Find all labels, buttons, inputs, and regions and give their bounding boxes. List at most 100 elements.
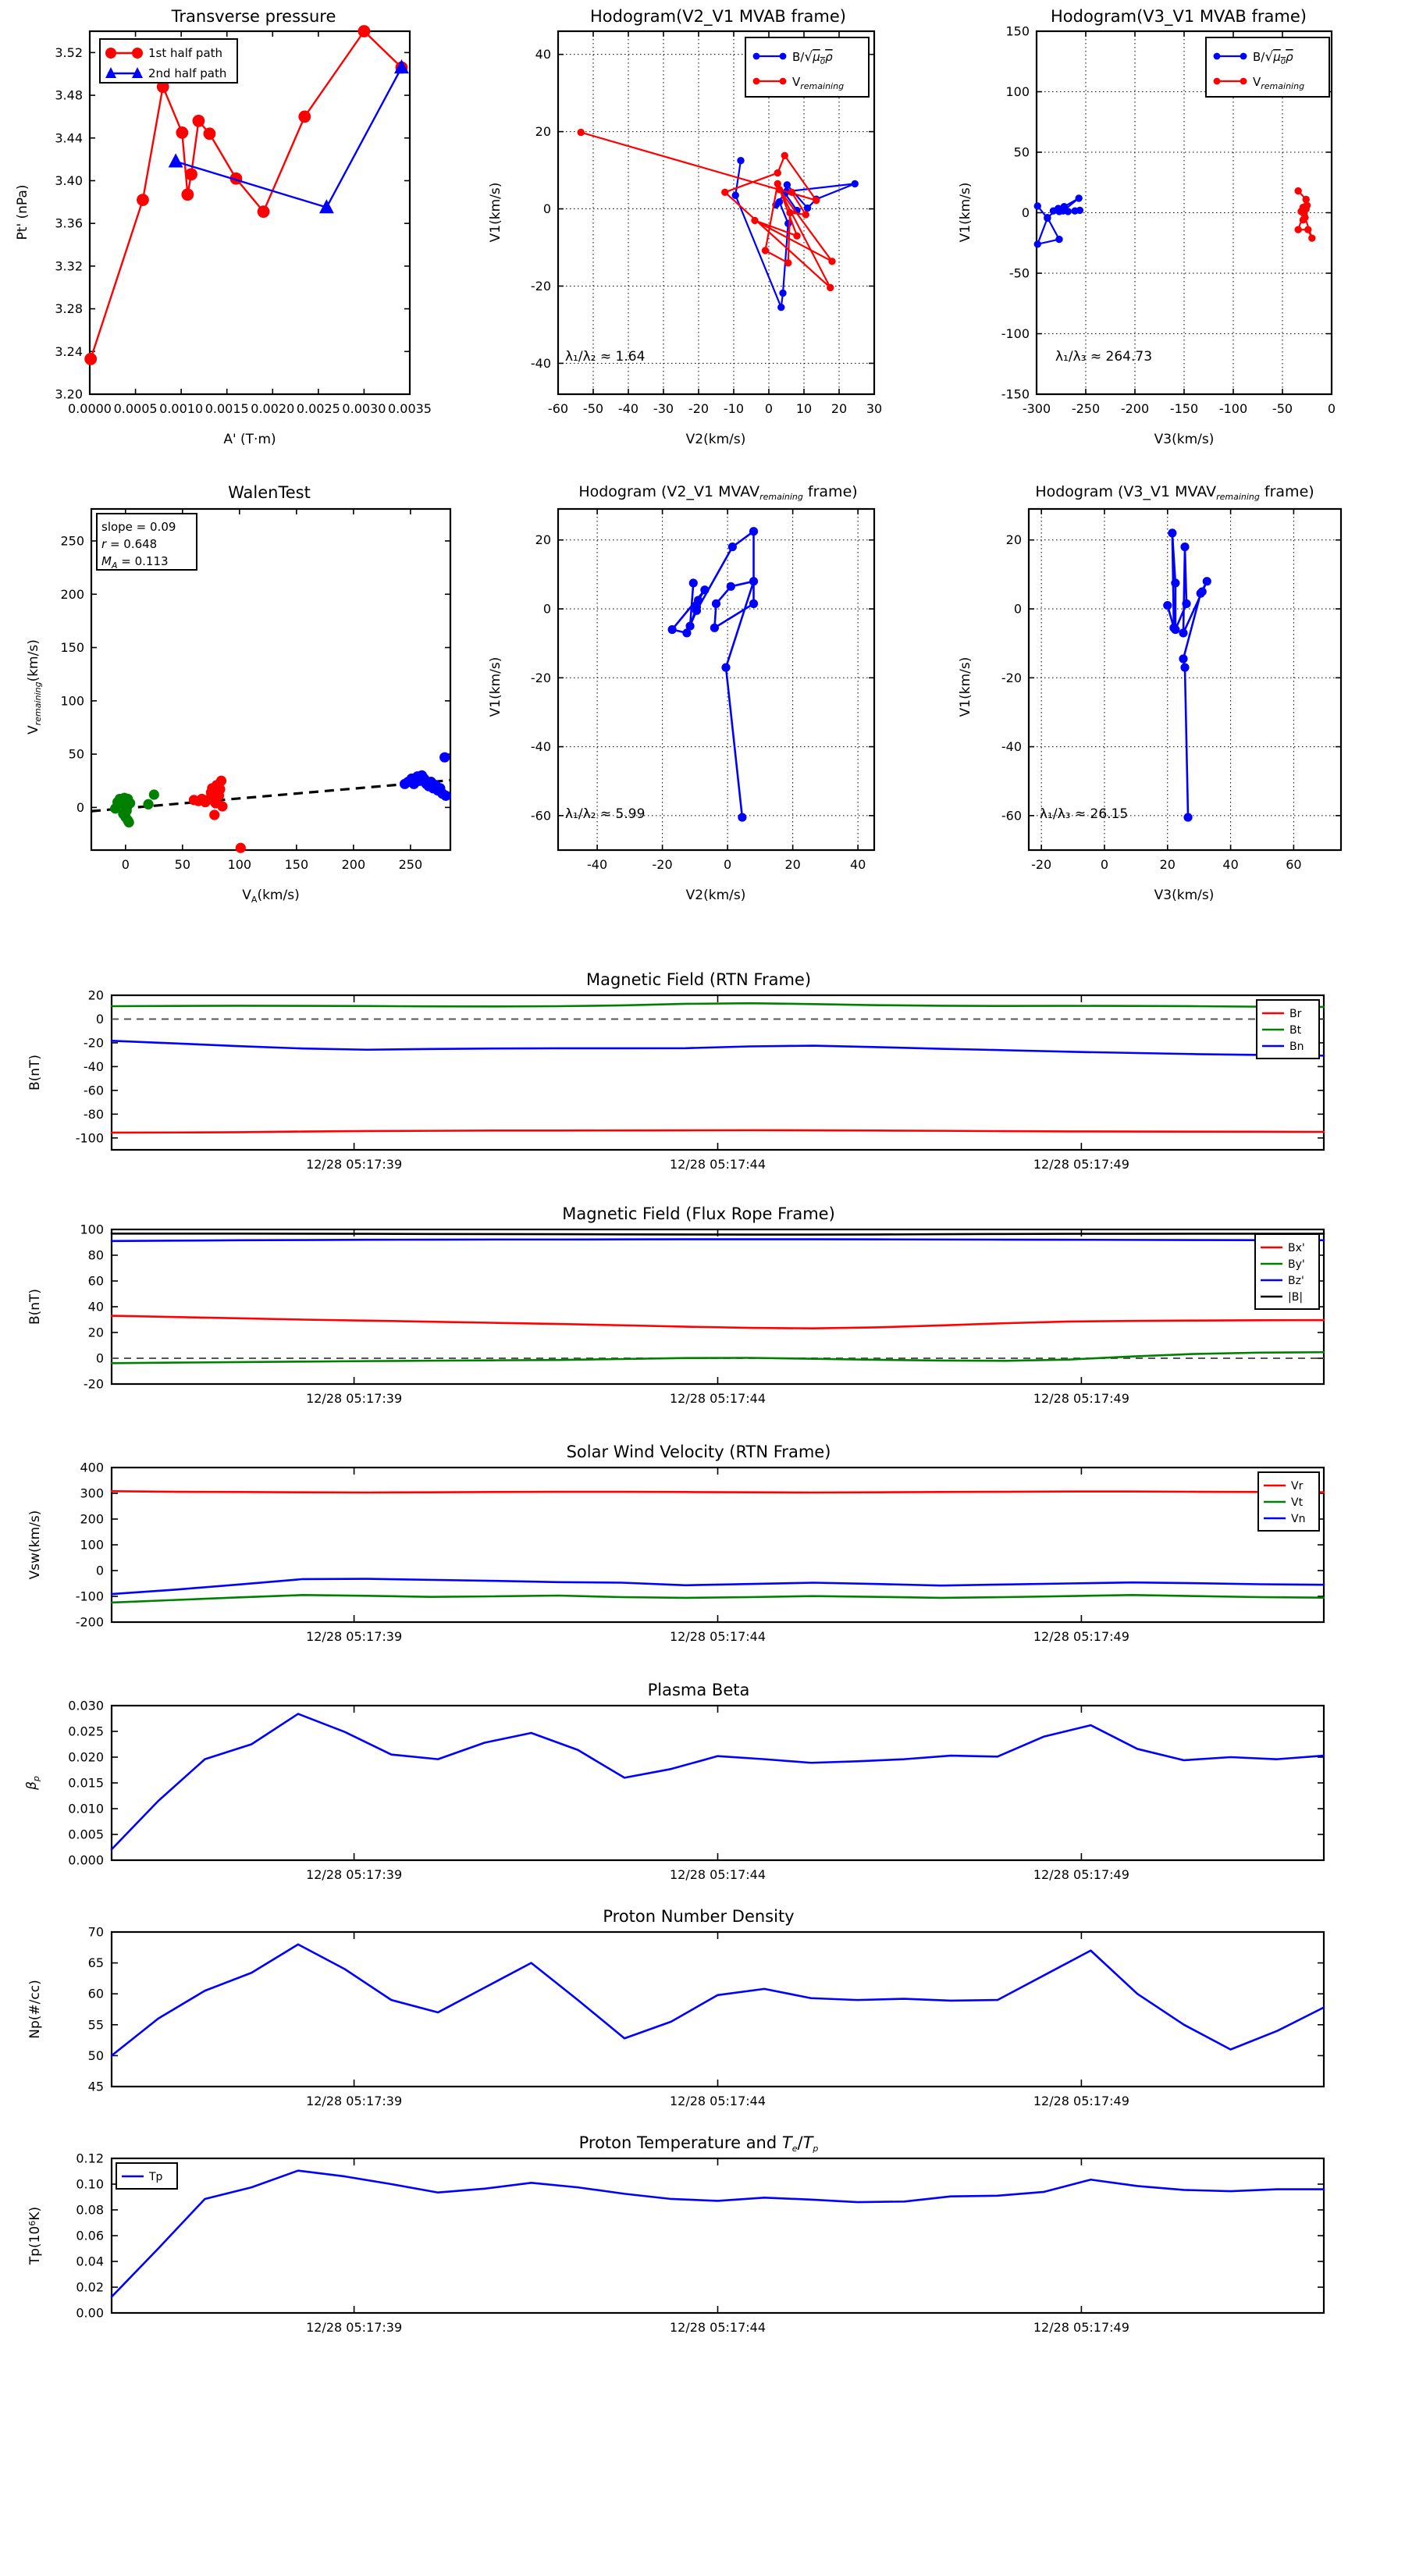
data-point-marker <box>726 582 735 591</box>
x-tick-label: 12/28 05:17:39 <box>306 1157 402 1172</box>
legend-label: Bz' <box>1288 1275 1304 1287</box>
x-tick-label: -150 <box>1170 401 1198 416</box>
legend-label: Vr <box>1291 1480 1304 1493</box>
y-tick-label: 0 <box>543 201 551 216</box>
legend-label: Bx' <box>1288 1242 1305 1254</box>
y-tick-label: -40 <box>84 1059 104 1074</box>
y-axis-label: Pt' (nPa) <box>15 185 30 240</box>
y-tick-label: 50 <box>88 2048 104 2063</box>
data-point-marker <box>761 247 770 254</box>
y-tick-label: -40 <box>1001 739 1022 754</box>
data-point-marker <box>1055 235 1063 244</box>
data-point-marker <box>1171 578 1180 588</box>
series-line <box>670 530 755 819</box>
data-point-marker <box>1179 628 1188 638</box>
y-axis-label: V1(km/s) <box>488 657 503 717</box>
legend-label-b: B/√μ0ρ <box>1253 49 1293 66</box>
data-point-marker <box>731 191 739 199</box>
y-tick-label: 3.40 <box>55 173 83 188</box>
series-line <box>110 1232 1325 1236</box>
y-tick-label: 0.12 <box>76 2151 104 2166</box>
y-tick-label: 3.48 <box>55 88 83 103</box>
data-point-marker <box>176 126 189 139</box>
data-point-marker <box>1180 663 1190 672</box>
panel-title: Hodogram (V3_V1 MVAVremaining frame) <box>1035 483 1314 502</box>
legend-label-vremaining: Vremaining <box>1253 75 1304 91</box>
data-point-marker <box>786 208 794 217</box>
data-point-marker <box>749 577 759 586</box>
eigenvalue-annotation: λ₁/λ₃ ≈ 264.73 <box>1055 349 1152 365</box>
data-point-marker <box>1179 654 1188 664</box>
y-tick-label: 0.025 <box>68 1724 104 1739</box>
y-tick-label: -60 <box>1001 808 1022 823</box>
y-tick-label: 60 <box>88 1987 104 2001</box>
data-point-marker <box>440 790 451 801</box>
panel-title: Proton Temperature and Te/Tp <box>579 2133 819 2154</box>
y-axis-label: B(nT) <box>27 1289 43 1325</box>
panel-transverse-pressure: Transverse pressure 0.0000 0.0005 0.0010 0.… <box>0 0 468 461</box>
y-tick-label: 55 <box>88 2017 104 2032</box>
data-point-marker <box>781 151 788 159</box>
legend-label: Bn <box>1289 1041 1304 1053</box>
data-point-marker <box>1163 600 1172 610</box>
stat-r: r = 0.648 <box>101 537 157 551</box>
y-tick-label: -20 <box>1001 671 1022 685</box>
regression-line <box>91 778 451 813</box>
x-tick-label: -100 <box>1219 401 1247 416</box>
y-tick-label: 0 <box>96 1564 104 1578</box>
x-tick-label: 12/28 05:17:44 <box>670 2094 766 2108</box>
x-tick-label: -200 <box>1121 401 1149 416</box>
data-point-marker <box>784 219 792 228</box>
series-line <box>110 1490 1325 1494</box>
series-line <box>110 1578 1325 1596</box>
data-point-marker <box>1196 589 1205 598</box>
legend-label: 1st half path <box>148 46 222 60</box>
y-tick-label: 20 <box>1006 532 1022 547</box>
y-tick-label: 400 <box>80 1461 104 1475</box>
y-tick-label: 50 <box>1014 145 1030 160</box>
x-axis-label: VA(km/s) <box>242 888 299 905</box>
legend-label: By' <box>1288 1258 1305 1271</box>
y-tick-label: -40 <box>531 356 551 371</box>
data-point-marker <box>777 303 785 311</box>
data-point-marker <box>123 817 134 828</box>
panel-hodogram-v3v1-mvab: Hodogram(V3_V1 MVAB frame) -300 -250 -200 -… <box>937 0 1405 461</box>
data-point-marker <box>700 585 710 595</box>
data-point-marker <box>217 801 228 812</box>
y-tick-label: 0.010 <box>68 1802 104 1816</box>
data-point-marker <box>394 59 409 74</box>
x-tick-label: 0.0025 <box>297 401 340 416</box>
panel-proton-number-density: Proton Number Density 45 50 55 60 65 70 12/28 … <box>0 1905 1405 2131</box>
series-line <box>110 1002 1325 1009</box>
x-tick-label: 12/28 05:17:49 <box>1033 1157 1129 1172</box>
series-line <box>110 1943 1325 2057</box>
stat-slope: slope = 0.09 <box>101 520 176 534</box>
data-point-marker <box>749 599 759 608</box>
data-point-marker <box>203 127 216 141</box>
data-point-marker <box>779 289 787 297</box>
y-tick-label: 0.020 <box>68 1750 104 1765</box>
panel-title: Plasma Beta <box>648 1681 750 1699</box>
legend-label: Vt <box>1291 1496 1304 1509</box>
y-tick-label: 0 <box>96 1012 104 1026</box>
x-tick-label: 0.0000 <box>68 401 112 416</box>
x-tick-label: 12/28 05:17:44 <box>670 1867 766 1882</box>
y-tick-label: 3.52 <box>55 45 83 60</box>
y-tick-label: 200 <box>80 1512 104 1527</box>
y-tick-label: 0.04 <box>76 2254 104 2269</box>
data-point-marker <box>774 169 781 177</box>
x-tick-label: 20 <box>784 857 800 872</box>
y-tick-label: -60 <box>531 808 551 823</box>
x-tick-label: 150 <box>285 857 309 872</box>
series-line <box>110 1040 1325 1057</box>
x-tick-label: 10 <box>796 401 812 416</box>
panel-title: WalenTest <box>228 483 311 502</box>
y-tick-label: 3.24 <box>55 344 83 359</box>
x-tick-label: -30 <box>653 401 674 416</box>
y-tick-label: 3.20 <box>55 387 83 402</box>
y-tick-label: 20 <box>88 1325 104 1340</box>
x-tick-label: 0.0005 <box>114 401 158 416</box>
legend-label-vremaining: Vremaining <box>792 75 844 91</box>
y-tick-label: 100 <box>60 693 84 708</box>
y-tick-label: 3.28 <box>55 301 83 316</box>
